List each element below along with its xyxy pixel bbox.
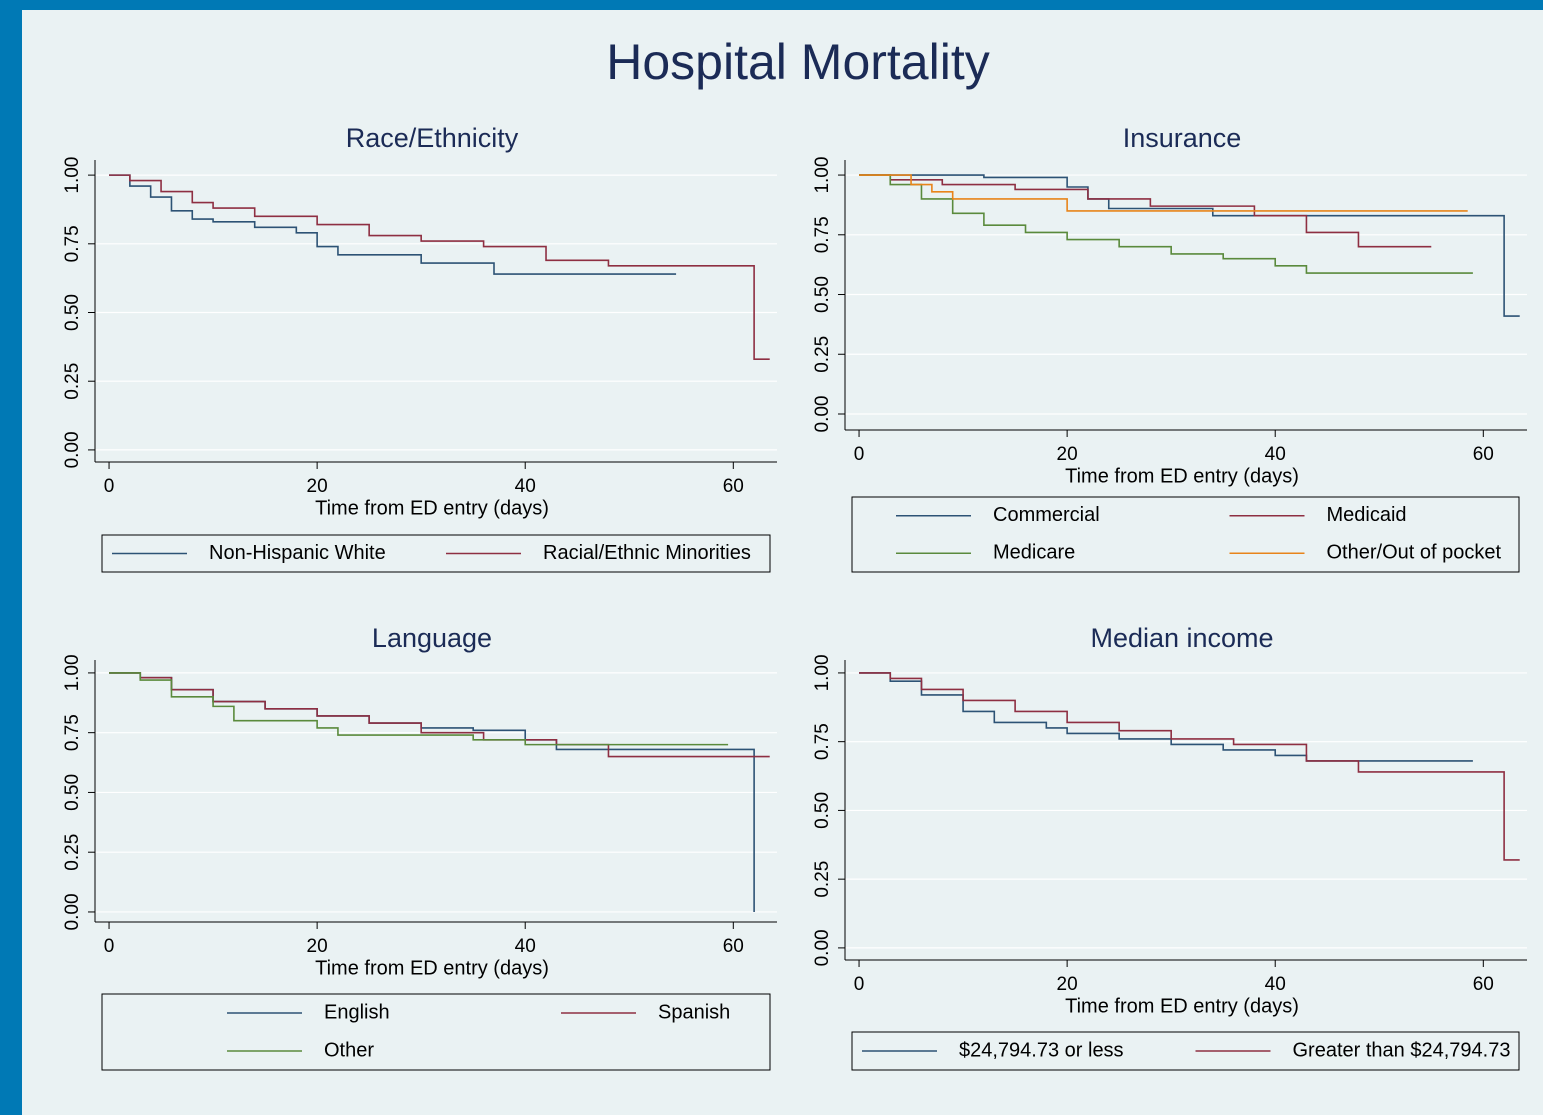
x-tick-label: 20 [1057, 974, 1078, 995]
x-axis-label: Time from ED entry (days) [315, 497, 549, 519]
legend-label: $24,794.73 or less [959, 1039, 1124, 1061]
y-tick-label: 0.50 [62, 774, 83, 811]
figure-title: Hospital Mortality [606, 34, 989, 90]
legend-label: Non-Hispanic White [209, 542, 386, 564]
y-tick-label: 0.25 [812, 861, 833, 898]
x-axis-label: Time from ED entry (days) [315, 957, 549, 979]
x-tick-label: 0 [854, 444, 865, 465]
panel-title: Insurance [1123, 123, 1242, 153]
x-tick-label: 60 [723, 476, 744, 497]
y-tick-label: 1.00 [812, 654, 833, 691]
x-tick-label: 20 [307, 476, 328, 497]
y-tick-label: 0.75 [62, 225, 83, 262]
survival-curve [109, 672, 729, 746]
y-tick-label: 0.00 [62, 431, 83, 468]
survival-curve [859, 672, 1473, 762]
x-tick-label: 0 [104, 476, 115, 497]
panel-title: Language [372, 623, 492, 653]
survival-curve [859, 174, 1468, 212]
legend-label: Medicaid [1327, 504, 1407, 526]
survival-curve [109, 174, 677, 275]
x-tick-label: 40 [515, 476, 536, 497]
survival-curve [859, 672, 1520, 861]
figure-background [22, 10, 1543, 1115]
x-tick-label: 60 [1473, 444, 1494, 465]
y-tick-label: 0.75 [812, 723, 833, 760]
legend-label: Commercial [993, 504, 1100, 526]
legend-label: Other/Out of pocket [1327, 542, 1502, 564]
y-tick-label: 0.50 [812, 276, 833, 313]
legend-label: Racial/Ethnic Minorities [543, 542, 751, 564]
survival-curve [109, 174, 770, 361]
y-tick-label: 0.25 [812, 336, 833, 373]
x-tick-label: 40 [515, 936, 536, 957]
y-tick-label: 0.25 [62, 363, 83, 400]
survival-curve [859, 174, 1473, 274]
x-axis-label: Time from ED entry (days) [1065, 995, 1299, 1017]
y-tick-label: 0.75 [62, 714, 83, 751]
x-tick-label: 20 [1057, 444, 1078, 465]
x-tick-label: 0 [854, 974, 865, 995]
y-tick-label: 0.00 [812, 929, 833, 966]
x-tick-label: 60 [1473, 974, 1494, 995]
legend-label: Medicare [993, 542, 1075, 564]
y-tick-label: 1.00 [62, 157, 83, 194]
panel-title: Median income [1090, 623, 1273, 653]
survival-curve [859, 174, 1432, 248]
legend-box [851, 496, 1520, 573]
y-tick-label: 1.00 [812, 157, 833, 194]
legend-box [101, 534, 771, 573]
x-tick-label: 20 [307, 936, 328, 957]
x-tick-label: 60 [723, 936, 744, 957]
legend-label: English [324, 1001, 390, 1023]
y-tick-label: 0.50 [62, 294, 83, 331]
legend-box [101, 993, 771, 1071]
legend-label: Other [324, 1039, 374, 1061]
x-axis-label: Time from ED entry (days) [1065, 465, 1299, 487]
panel-title: Race/Ethnicity [346, 123, 519, 153]
legend-label: Greater than $24,794.73 [1293, 1039, 1511, 1061]
x-tick-label: 40 [1265, 974, 1286, 995]
y-tick-label: 0.50 [812, 792, 833, 829]
legend-label: Spanish [658, 1001, 730, 1023]
x-tick-label: 0 [104, 936, 115, 957]
y-tick-label: 0.75 [812, 216, 833, 253]
y-tick-label: 0.00 [62, 893, 83, 930]
y-tick-label: 0.00 [812, 395, 833, 432]
y-tick-label: 1.00 [62, 654, 83, 691]
x-tick-label: 40 [1265, 444, 1286, 465]
y-tick-label: 0.25 [62, 834, 83, 871]
legend-box [851, 1031, 1520, 1071]
